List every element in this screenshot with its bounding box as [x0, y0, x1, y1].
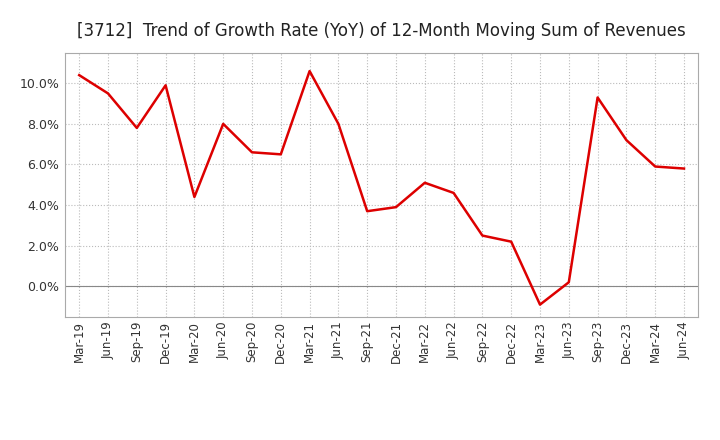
Title: [3712]  Trend of Growth Rate (YoY) of 12-Month Moving Sum of Revenues: [3712] Trend of Growth Rate (YoY) of 12-… — [77, 22, 686, 40]
